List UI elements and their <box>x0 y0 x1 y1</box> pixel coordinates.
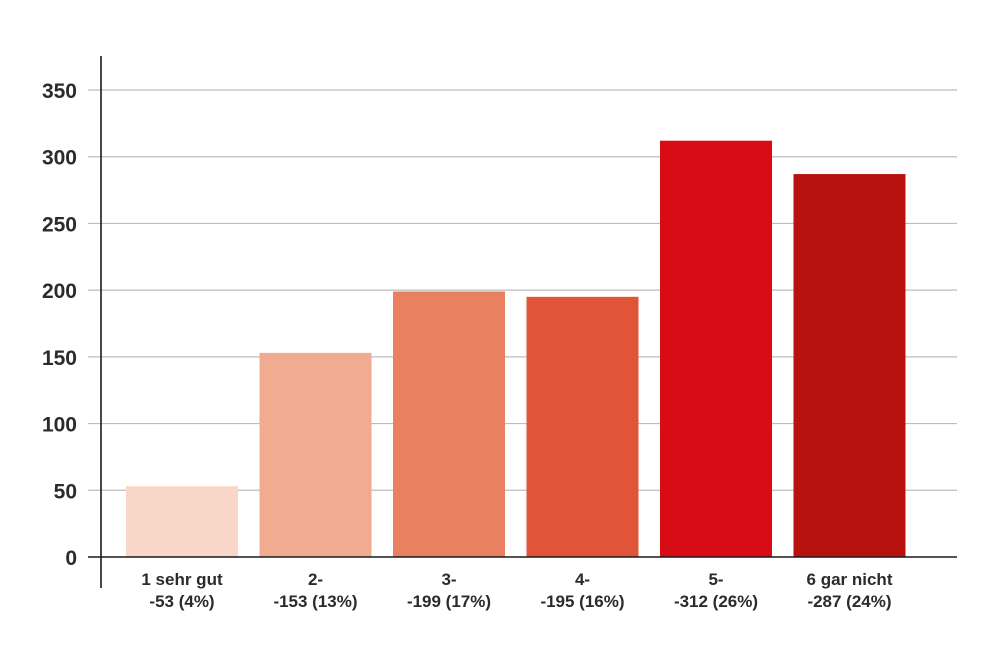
x-category-label: 6 gar nicht <box>807 570 893 589</box>
gridlines <box>88 89 957 491</box>
bar <box>259 352 372 557</box>
bars <box>126 140 906 557</box>
x-category-label: 1 sehr gut <box>141 570 223 589</box>
x-category-label: -53 (4%) <box>149 592 214 611</box>
x-category-label: 4- <box>575 570 590 589</box>
y-tick-label: 200 <box>42 280 77 303</box>
y-tick-label: 350 <box>42 80 77 103</box>
y-tick-label: 150 <box>42 347 77 370</box>
x-axis-category-labels: 1 sehr gut -53 (4%) 2- -153 (13%) 3- -199 (17… <box>141 570 892 611</box>
x-category-label: 2- <box>308 570 323 589</box>
y-tick-label: 300 <box>42 147 77 170</box>
y-tick-label: 100 <box>42 414 77 437</box>
x-category-label: -195 (16%) <box>540 592 624 611</box>
x-category-label: 3- <box>441 570 456 589</box>
y-tick-label: 250 <box>42 213 77 236</box>
x-category-label: -312 (26%) <box>674 592 758 611</box>
bar <box>126 486 238 557</box>
bar <box>393 291 505 557</box>
y-axis-tick-labels: 0 50 100 150 200 250 300 350 <box>42 80 77 570</box>
y-tick-label: 50 <box>54 480 77 503</box>
bar <box>793 174 906 557</box>
y-tick-label: 0 <box>65 547 77 570</box>
x-category-label: -153 (13%) <box>273 592 357 611</box>
bar <box>660 140 772 557</box>
x-category-label: -199 (17%) <box>407 592 491 611</box>
x-category-label: -287 (24%) <box>807 592 891 611</box>
x-category-label: 5- <box>708 570 723 589</box>
bar <box>526 296 639 557</box>
